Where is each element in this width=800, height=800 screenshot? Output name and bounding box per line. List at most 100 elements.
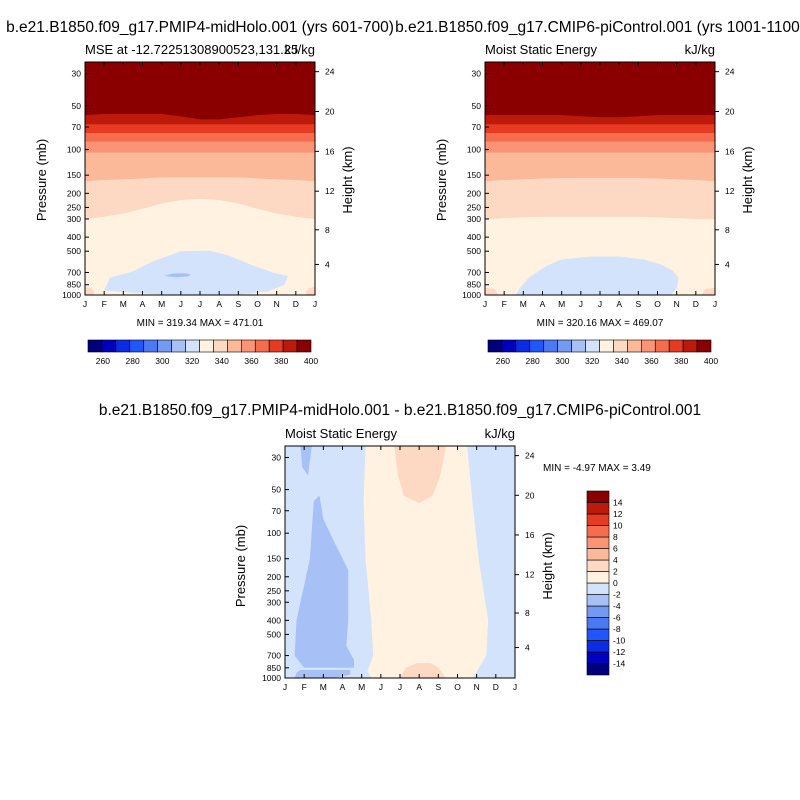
- month-tick-label: A: [340, 682, 346, 692]
- colorbar-swatch: [557, 339, 572, 353]
- pressure-tick-label: 150: [67, 170, 81, 180]
- colorbar-label: 8: [613, 532, 618, 542]
- height-ticks: 4 8 12 16 20 24: [715, 67, 735, 269]
- month-tick-label: A: [416, 682, 422, 692]
- colorbar-swatch: [213, 339, 228, 353]
- colorbar-label: 12: [613, 509, 623, 519]
- colorbar-swatch: [586, 559, 610, 572]
- month-tick-label: J: [598, 299, 602, 309]
- month-tick-label: M: [520, 299, 527, 309]
- height-tick-label: 4: [325, 259, 330, 269]
- colorbar-label: 0: [613, 578, 618, 588]
- month-tick-label: D: [293, 299, 299, 309]
- pressure-tick-label: 30: [72, 69, 82, 79]
- colorbar-label: 4: [613, 555, 618, 565]
- colorbar-swatch: [129, 339, 145, 353]
- colorbar-label: 380: [674, 356, 688, 366]
- colorbar-swatch: [585, 339, 600, 353]
- month-tick-label: J: [398, 682, 402, 692]
- month-tick-label: M: [320, 682, 327, 692]
- pressure-tick-label: 100: [467, 145, 481, 155]
- panel-title: b.e21.B1850.f09_g17.PMIP4-midHolo.001 - …: [99, 402, 701, 419]
- pressure-tick-label: 70: [472, 122, 482, 132]
- contour-fills: [485, 62, 715, 295]
- pressure-tick-label: 250: [67, 202, 81, 212]
- height-tick-label: 4: [725, 259, 730, 269]
- pressure-tick-label: 50: [472, 101, 482, 111]
- colorbar-swatch: [599, 339, 614, 353]
- colorbar-swatch: [586, 582, 610, 595]
- colorbar-label: 340: [615, 356, 629, 366]
- colorbar-swatch: [543, 339, 558, 353]
- colorbar-label: -4: [613, 601, 621, 611]
- contour-region-2: [400, 663, 446, 678]
- colorbar-label: 360: [244, 356, 258, 366]
- height-tick-label: 12: [325, 186, 335, 196]
- colorbar-swatch: [586, 628, 610, 641]
- panel-title: b.e21.B1850.f09_g17.PMIP4-midHolo.001 (y…: [6, 19, 394, 36]
- colorbar-swatch: [586, 617, 610, 630]
- month-tick-label: D: [693, 299, 699, 309]
- colorbar-label: 6: [613, 544, 618, 554]
- month-tick-label: S: [435, 682, 441, 692]
- pressure-tick-label: 100: [267, 528, 281, 538]
- colorbar-label: 260: [96, 356, 110, 366]
- colorbar-label: 340: [215, 356, 229, 366]
- height-tick-label: 24: [725, 67, 735, 77]
- pressure-tick-label: 400: [67, 232, 81, 242]
- contour-region-330: [515, 256, 679, 295]
- colorbar-swatch: [157, 339, 172, 353]
- colorbar-swatch: [586, 640, 610, 653]
- pressure-axis-label: Pressure (mb): [434, 139, 449, 221]
- colorbar: 260 280 300 320 340 360 380 400: [487, 339, 718, 366]
- panel-units: kJ/kg: [685, 42, 715, 57]
- colorbar-swatch: [241, 339, 256, 353]
- colorbar-swatch: [586, 594, 610, 607]
- month-tick-label: J: [579, 299, 583, 309]
- pressure-tick-label: 250: [267, 586, 281, 596]
- colorbar-swatch: [641, 339, 656, 353]
- pressure-tick-label: 30: [472, 69, 482, 79]
- colorbar-swatch: [199, 339, 214, 353]
- colorbar-swatch: [296, 339, 312, 353]
- month-tick-label: S: [235, 299, 241, 309]
- colorbar-swatch: [668, 339, 684, 353]
- colorbar-label: 360: [644, 356, 658, 366]
- height-tick-label: 20: [725, 107, 735, 117]
- min-max-stats: MIN = 319.34 MAX = 471.01: [137, 318, 264, 329]
- colorbar-swatch: [627, 339, 642, 353]
- pressure-tick-label: 250: [467, 202, 481, 212]
- panel-title: b.e21.B1850.f09_g17.CMIP6-piControl.001 …: [395, 19, 800, 36]
- height-ticks: 4 8 12 16 20 24: [315, 67, 335, 269]
- colorbar-swatch: [101, 339, 117, 353]
- pressure-tick-label: 100: [67, 145, 81, 155]
- colorbar-swatch: [654, 339, 670, 353]
- contour-region--2: [294, 495, 354, 668]
- panel-left-string: Moist Static Energy: [485, 42, 597, 57]
- colorbar-swatch: [282, 339, 298, 353]
- colorbar-swatch: [254, 339, 270, 353]
- month-tick-label: M: [358, 682, 365, 692]
- colorbar-label: -6: [613, 613, 621, 623]
- pressure-tick-label: 500: [67, 246, 81, 256]
- colorbar-label: -10: [613, 636, 626, 646]
- colorbar-swatch: [586, 490, 610, 503]
- panel-units: kJ/kg: [285, 42, 315, 57]
- month-tick-label: D: [493, 682, 499, 692]
- pressure-tick-label: 200: [467, 188, 481, 198]
- pressure-tick-label: 50: [72, 101, 82, 111]
- colorbar-swatch: [586, 513, 610, 526]
- month-tick-label: F: [502, 299, 507, 309]
- height-axis-label: Height (km): [740, 146, 755, 213]
- colorbar-swatch: [227, 339, 242, 353]
- colorbar-swatch: [586, 651, 610, 664]
- colorbar-label: 260: [496, 356, 510, 366]
- colorbar-swatch: [613, 339, 628, 353]
- contour-fills: [85, 62, 315, 295]
- colorbar-swatch: [586, 548, 610, 561]
- month-tick-label: J: [313, 299, 317, 309]
- contour-band-400: [485, 62, 715, 118]
- month-tick-label: O: [654, 299, 661, 309]
